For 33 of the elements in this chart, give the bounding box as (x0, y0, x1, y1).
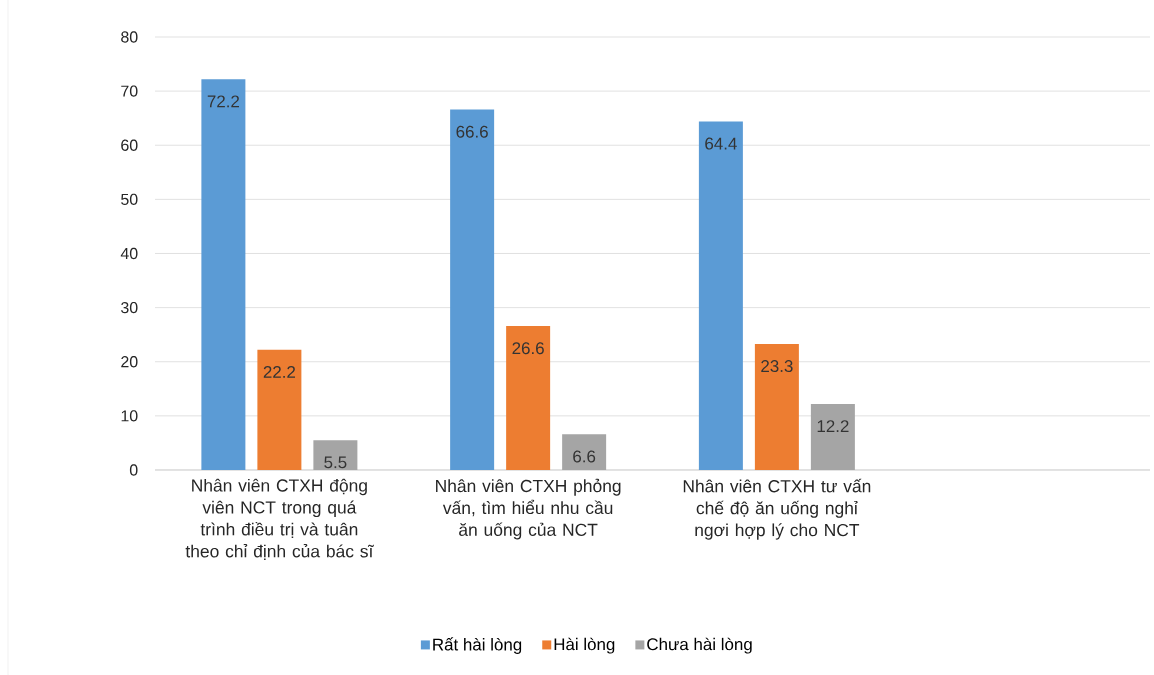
data-label: 12.2 (817, 420, 849, 432)
bar (201, 79, 246, 470)
bar (754, 343, 799, 470)
data-label: 5.5 (324, 456, 347, 469)
bar (450, 109, 495, 470)
bar (698, 121, 743, 470)
data-label: 6.6 (573, 450, 596, 463)
legend-label: Chưa hài lòng (647, 637, 752, 654)
x-tick-label: Nhân viên CTXH động viên NCT trong quá trình điều trị và tuân theo chỉ định của bác sĩ (185, 478, 374, 560)
y-tick-label: 20 (121, 356, 138, 368)
data-label: 66.6 (456, 125, 488, 138)
y-tick-label: 0 (129, 464, 138, 476)
data-label: 22.2 (263, 366, 296, 378)
legend-label: Rất hài lòng (433, 637, 522, 654)
legend-label: Hài lòng (554, 637, 615, 654)
y-tick-label: 50 (121, 193, 138, 206)
data-label: 64.4 (705, 137, 737, 150)
data-label: 23.3 (761, 360, 793, 373)
x-tick-label: Nhân viên CTXH phỏng vấn, tìm hiểu nhu cầu ăn uống của NCT (436, 478, 621, 540)
bar (810, 403, 855, 470)
bar (562, 434, 607, 470)
x-tick-label: Nhân viên CTXH tư vấn chế độ ăn uống nghỉ ngơi hợp lý cho NCT (683, 478, 871, 540)
y-tick-label: 60 (121, 139, 138, 151)
data-label: 26.6 (512, 342, 544, 355)
y-tick-label: 40 (120, 247, 138, 260)
y-tick-label: 80 (121, 31, 138, 43)
data-label: 72.2 (207, 95, 240, 108)
y-tick-label: 30 (121, 301, 138, 314)
bar (257, 349, 302, 470)
bar (313, 440, 358, 470)
y-tick-label: 10 (121, 410, 138, 422)
y-tick-label: 70 (121, 85, 138, 97)
bar (506, 326, 551, 470)
